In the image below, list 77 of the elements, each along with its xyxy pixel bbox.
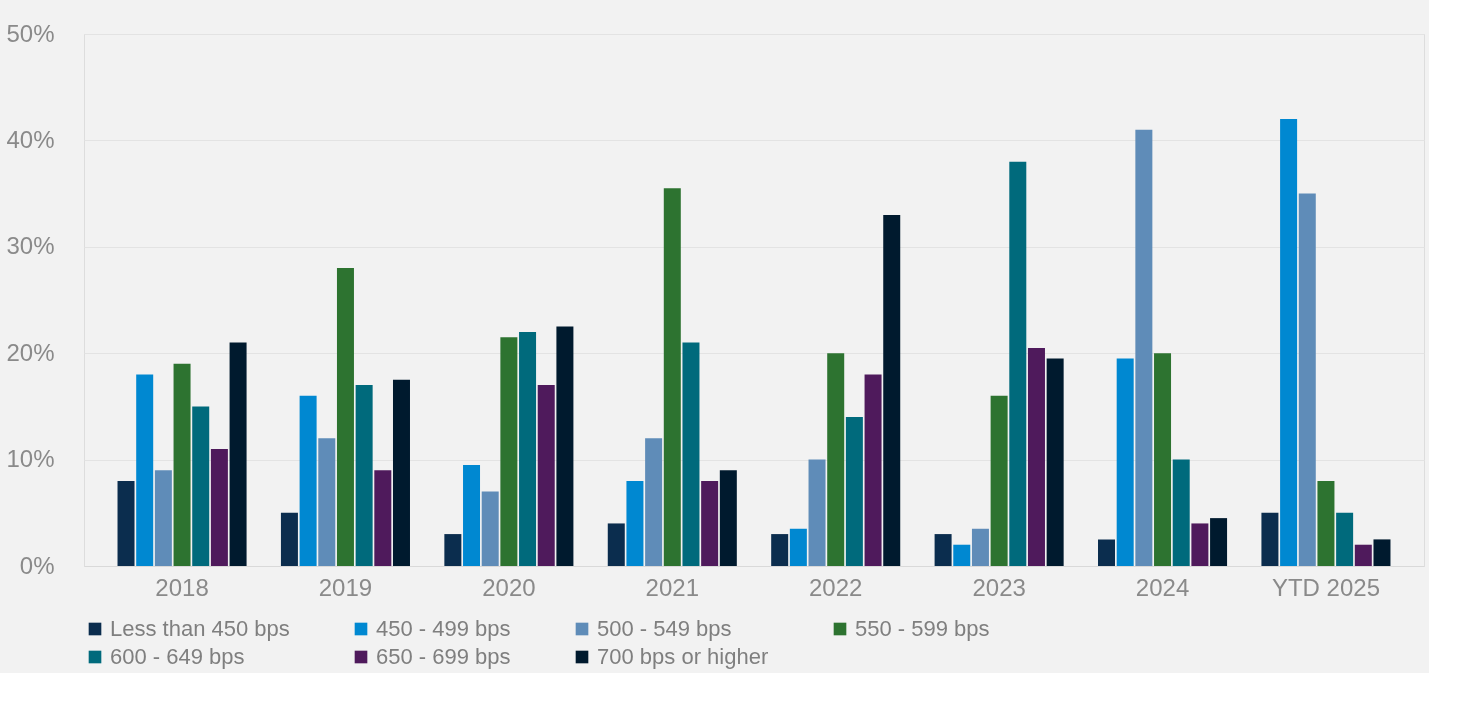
- bar: [971, 528, 989, 566]
- bar: [1009, 161, 1027, 566]
- bar: [607, 523, 625, 566]
- x-tick-label: 2024: [1135, 573, 1190, 601]
- bar: [1046, 358, 1064, 566]
- bar: [1098, 539, 1116, 566]
- x-tick-label: YTD 2025: [1271, 573, 1380, 601]
- bar: [1210, 518, 1228, 566]
- bar: [953, 544, 971, 566]
- legend-label: 650 - 699 bps: [376, 644, 511, 669]
- bar: [883, 214, 901, 566]
- x-tick-label: 2023: [972, 573, 1026, 601]
- bar: [1280, 119, 1298, 566]
- bar: [682, 342, 700, 566]
- legend-label: 500 - 549 bps: [597, 616, 732, 641]
- bar: [192, 406, 210, 566]
- x-tick-label: 2020: [482, 573, 536, 601]
- bar: [500, 337, 518, 566]
- bar: [1191, 523, 1209, 566]
- bar: [1027, 347, 1045, 566]
- bar: [537, 385, 555, 566]
- legend-label: Less than 450 bps: [110, 616, 290, 641]
- bar: [1261, 512, 1279, 566]
- bar: [374, 470, 392, 566]
- legend-label: 550 - 599 bps: [855, 616, 990, 641]
- bar: [1135, 129, 1153, 566]
- bar: [701, 480, 719, 566]
- bar: [355, 385, 373, 566]
- bar: [229, 342, 247, 566]
- bar: [626, 480, 644, 566]
- bar: [210, 448, 228, 566]
- bar: [1354, 544, 1372, 566]
- bar: [318, 438, 336, 566]
- bar: [990, 395, 1008, 566]
- bar: [519, 331, 537, 566]
- bar: [1317, 480, 1335, 566]
- bar: [645, 438, 663, 566]
- bar: [845, 417, 863, 566]
- x-tick-label: 2019: [318, 573, 373, 601]
- y-tick-label: 40%: [6, 125, 55, 153]
- bar: [136, 374, 154, 566]
- legend-label: 700 bps or higher: [597, 644, 769, 669]
- y-tick-label: 50%: [6, 19, 55, 47]
- bar: [481, 491, 499, 566]
- bar: [392, 379, 410, 566]
- x-tick-label: 2018: [155, 573, 209, 601]
- bar: [1154, 353, 1172, 566]
- bar: [1336, 512, 1354, 566]
- x-tick-label: 2021: [645, 573, 699, 601]
- bar: [463, 464, 481, 566]
- bar: [299, 395, 317, 566]
- bar: [336, 268, 354, 566]
- bar: [719, 470, 737, 566]
- bar: [1298, 193, 1316, 566]
- bar: [280, 512, 298, 566]
- bar: [934, 534, 952, 566]
- bar: [771, 534, 789, 566]
- y-tick-label: 30%: [6, 232, 55, 260]
- bar: [864, 374, 882, 566]
- y-tick-label: 0%: [19, 551, 55, 579]
- y-tick-label: 20%: [6, 338, 55, 366]
- x-tick-label: 2022: [809, 573, 863, 601]
- bar: [444, 534, 462, 566]
- bar: [1373, 539, 1391, 566]
- bar: [663, 188, 681, 566]
- y-tick-label: 10%: [6, 445, 55, 473]
- bar: [1172, 459, 1190, 566]
- legend-label: 450 - 499 bps: [376, 616, 511, 641]
- bar: [827, 353, 845, 566]
- bar: [556, 326, 574, 566]
- bar: [154, 470, 172, 566]
- bar: [808, 459, 826, 566]
- bar: [1116, 358, 1134, 566]
- bar: [789, 528, 807, 566]
- legend-label: 600 - 649 bps: [110, 644, 245, 669]
- bar: [117, 480, 135, 566]
- bar: [173, 363, 191, 566]
